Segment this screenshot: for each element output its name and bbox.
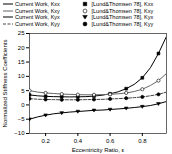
svg-text:0: 0 [21, 102, 25, 108]
svg-text:−5: −5 [18, 116, 26, 122]
html-text:[Lund&Thomsen 78], Kyy: [Lund&Thomsen 78], Kyy [91, 20, 154, 27]
html-text:[Lund&Thomsen 78], Kyx: [Lund&Thomsen 78], Kyx [91, 14, 154, 20]
html-text:[Lund&Thomsen 78], Kxx: [Lund&Thomsen 78], Kxx [91, 1, 154, 7]
html-text:Current Work, Kyx: Current Work, Kyx [15, 14, 60, 20]
svg-text:25: 25 [18, 30, 25, 36]
svg-text:15: 15 [18, 59, 25, 65]
svg-text:−10: −10 [14, 130, 25, 136]
svg-text:0.8: 0.8 [138, 138, 147, 144]
svg-text:0.4: 0.4 [74, 138, 83, 144]
html-text:Current Work, Kxx: Current Work, Kxx [15, 1, 60, 7]
html-text:Current Work, Kyy: Current Work, Kyy [15, 20, 60, 27]
svg-text:20: 20 [18, 45, 25, 51]
svg-text:0.2: 0.2 [41, 138, 50, 144]
svg-text:5: 5 [21, 88, 25, 94]
html-text:[Lund&Thomsen 78], Kxy: [Lund&Thomsen 78], Kxy [91, 7, 154, 14]
svg-text:Eccentricity Ratio, ε: Eccentricity Ratio, ε [72, 147, 125, 153]
svg-text:10: 10 [18, 73, 25, 79]
svg-text:Normalized Stiffness Coefficie: Normalized Stiffness Coefficients [2, 40, 8, 128]
html-text:Current Work, Kxy: Current Work, Kxy [15, 7, 60, 14]
svg-text:0.6: 0.6 [106, 138, 115, 144]
